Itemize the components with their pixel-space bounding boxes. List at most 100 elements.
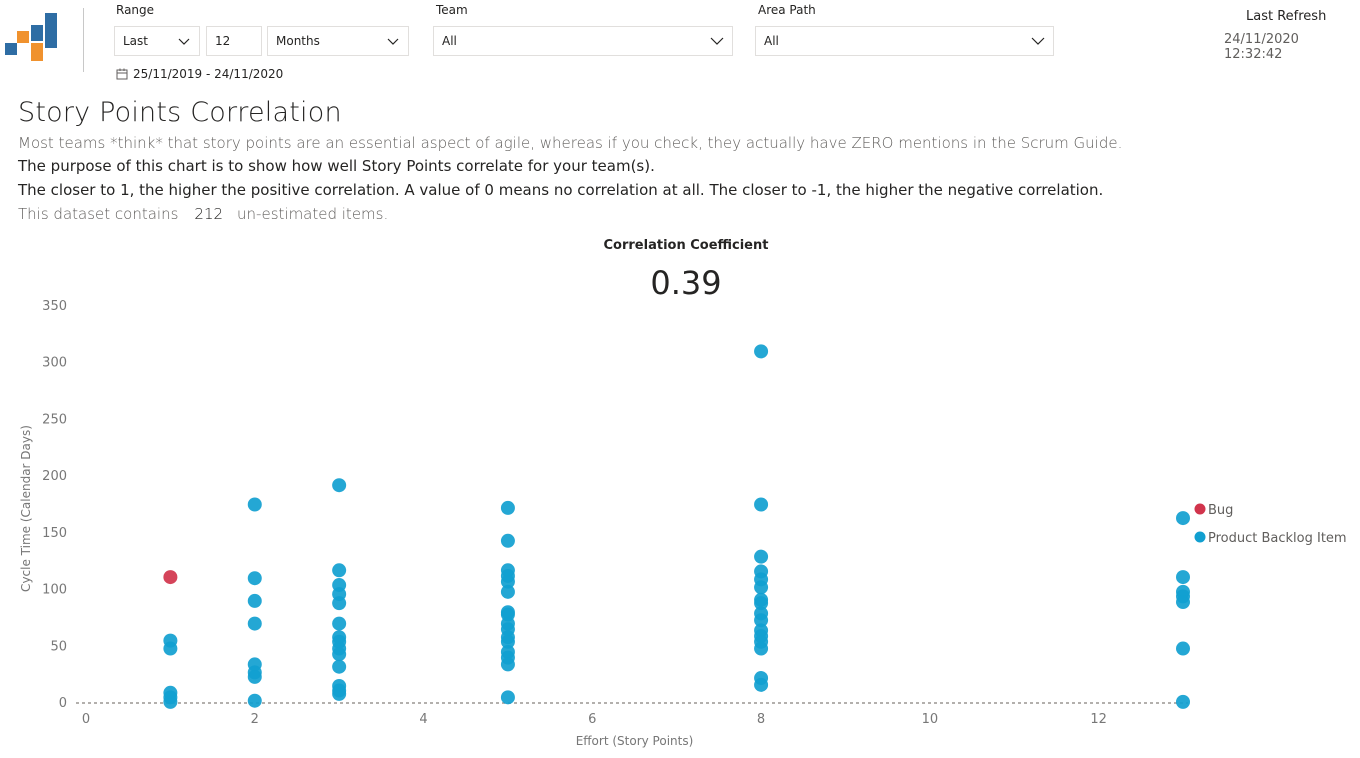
- chevron-down-icon: [387, 38, 399, 45]
- data-point[interactable]: [500, 657, 515, 672]
- data-point[interactable]: [754, 580, 769, 595]
- data-point[interactable]: [332, 596, 347, 611]
- data-point[interactable]: [247, 593, 262, 608]
- x-tick-label: 12: [1090, 712, 1107, 727]
- data-point[interactable]: [1176, 694, 1190, 709]
- data-point[interactable]: [332, 686, 347, 701]
- data-point[interactable]: [1176, 641, 1190, 656]
- data-point[interactable]: [500, 500, 515, 515]
- team-dropdown[interactable]: All: [433, 26, 733, 56]
- scatter-chart[interactable]: 0 50 100 150 200 250 300 350 0 2 4 6 8 10 12 Effort (…: [0, 290, 1360, 758]
- data-point[interactable]: [163, 570, 178, 585]
- x-tick-label: 6: [588, 712, 596, 727]
- legend-label: Bug: [1208, 503, 1233, 518]
- data-point[interactable]: [1176, 570, 1190, 585]
- kpi-label: Correlation Coefficient: [603, 238, 769, 253]
- description-line-3: The closer to 1, the higher the positive…: [18, 181, 1104, 199]
- data-point[interactable]: [754, 549, 769, 564]
- data-point[interactable]: [754, 613, 769, 628]
- data-point[interactable]: [247, 616, 262, 631]
- range-mode-dropdown[interactable]: Last: [114, 26, 200, 56]
- data-point[interactable]: [247, 669, 262, 684]
- y-axis: 0 50 100 150 200 250 300 350: [42, 299, 67, 711]
- team-value: All: [442, 34, 457, 48]
- data-point[interactable]: [247, 693, 262, 708]
- legend-label: Product Backlog Item: [1208, 531, 1347, 546]
- dataset-prefix: This dataset contains: [18, 205, 179, 223]
- x-axis-title: Effort (Story Points): [576, 734, 694, 748]
- last-refresh-value: 24/11/2020 12:32:42: [1224, 32, 1299, 62]
- chevron-down-icon: [178, 38, 190, 45]
- logo-block: [17, 31, 29, 43]
- data-point[interactable]: [332, 478, 347, 493]
- x-tick-label: 0: [82, 712, 90, 727]
- y-tick-label: 0: [59, 696, 67, 711]
- data-point[interactable]: [500, 584, 515, 599]
- logo-block: [31, 43, 43, 61]
- range-count-input[interactable]: 12: [206, 26, 262, 56]
- legend-marker: [1194, 503, 1206, 515]
- data-point[interactable]: [332, 616, 347, 631]
- x-tick-label: 8: [757, 712, 765, 727]
- data-point[interactable]: [754, 677, 769, 692]
- kpi-value: 0.39: [650, 264, 722, 302]
- x-tick-label: 10: [922, 712, 939, 727]
- y-tick-label: 50: [50, 639, 67, 654]
- data-point[interactable]: [754, 641, 769, 656]
- data-point[interactable]: [500, 690, 515, 705]
- chevron-down-icon: [710, 37, 724, 45]
- legend-marker: [1194, 531, 1206, 543]
- data-point[interactable]: [754, 596, 769, 611]
- calendar-icon: [116, 68, 128, 79]
- data-point[interactable]: [1176, 595, 1190, 610]
- unestimated-count: 212: [194, 205, 224, 223]
- range-mode-value: Last: [123, 34, 148, 48]
- chart-legend: Bug Product Backlog Item: [1194, 503, 1347, 546]
- data-point[interactable]: [500, 634, 515, 649]
- y-tick-label: 300: [42, 356, 67, 371]
- range-unit-dropdown[interactable]: Months: [267, 26, 409, 56]
- x-axis: 0 2 4 6 8 10 12: [82, 712, 1107, 727]
- range-label: Range: [116, 3, 155, 17]
- range-unit-value: Months: [276, 34, 320, 48]
- area-path-dropdown[interactable]: All: [755, 26, 1054, 56]
- dataset-info: This dataset contains 212 un-estimated ite…: [18, 205, 388, 223]
- data-point[interactable]: [754, 344, 769, 359]
- data-point[interactable]: [1176, 511, 1190, 526]
- data-point[interactable]: [500, 533, 515, 548]
- y-tick-label: 200: [42, 469, 67, 484]
- y-tick-label: 150: [42, 526, 67, 541]
- y-tick-label: 350: [42, 299, 67, 314]
- logo-block: [5, 43, 17, 55]
- y-axis-title: Cycle Time (Calendar Days): [19, 425, 33, 592]
- logo-divider: [83, 8, 84, 72]
- logo-block: [45, 13, 57, 48]
- date-range-text: 25/11/2019 - 24/11/2020: [133, 67, 284, 81]
- y-tick-label: 100: [42, 583, 67, 598]
- data-point[interactable]: [332, 563, 347, 578]
- team-label: Team: [436, 3, 468, 17]
- logo-block: [31, 25, 43, 41]
- page-title: Story Points Correlation: [18, 97, 342, 128]
- area-path-value: All: [764, 34, 779, 48]
- date-range: 25/11/2019 - 24/11/2020: [116, 67, 283, 81]
- data-point[interactable]: [332, 659, 347, 674]
- y-tick-label: 250: [42, 412, 67, 427]
- data-point[interactable]: [754, 497, 769, 512]
- x-tick-label: 4: [419, 712, 427, 727]
- data-point[interactable]: [500, 574, 515, 589]
- x-tick-label: 2: [251, 712, 259, 727]
- data-point[interactable]: [163, 694, 178, 709]
- area-path-label: Area Path: [758, 3, 816, 17]
- range-count-value: 12: [215, 34, 231, 48]
- data-point[interactable]: [163, 641, 178, 656]
- last-refresh-label: Last Refresh: [1246, 9, 1327, 24]
- data-point[interactable]: [247, 571, 262, 586]
- data-point[interactable]: [332, 647, 347, 662]
- data-point[interactable]: [247, 497, 262, 512]
- description-line-2: The purpose of this chart is to show how…: [18, 157, 655, 175]
- dataset-suffix: un-estimated items.: [237, 205, 389, 223]
- chevron-down-icon: [1031, 37, 1045, 45]
- app-logo: [5, 13, 57, 61]
- data-points: [163, 344, 1190, 709]
